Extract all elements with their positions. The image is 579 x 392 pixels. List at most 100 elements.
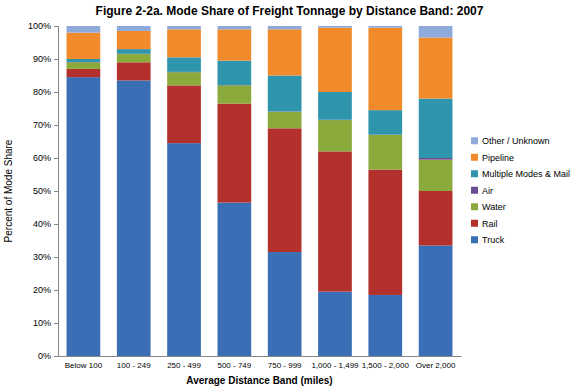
bar-segment: [167, 143, 201, 356]
x-tick: 250 - 499: [167, 356, 201, 370]
x-tick-label: Over 2,000: [416, 361, 456, 370]
y-tick-label: 0%: [38, 351, 51, 361]
bar-segment: [368, 135, 402, 170]
y-tick: 70%: [33, 120, 58, 130]
bar-segment: [117, 54, 151, 62]
y-tick: 50%: [33, 186, 58, 196]
bar-segment: [167, 29, 201, 57]
series-bars: [67, 28, 453, 111]
x-axis-title: Average Distance Band (miles): [186, 375, 332, 386]
y-tick-label: 100%: [28, 21, 51, 31]
y-tick-mark: [54, 191, 58, 192]
bar-segment: [419, 191, 453, 245]
bar-segment: [419, 158, 453, 160]
legend-swatch: [471, 187, 478, 194]
y-tick: 60%: [33, 153, 58, 163]
bar-segment: [419, 26, 453, 38]
bar-segment: [318, 292, 352, 356]
y-tick: 20%: [33, 285, 58, 295]
y-tick: 10%: [33, 318, 58, 328]
y-tick-mark: [54, 257, 58, 258]
bar-segment: [67, 26, 101, 33]
bar-segment: [167, 72, 201, 85]
bar-segment: [268, 26, 302, 29]
y-tick-mark: [54, 26, 58, 27]
y-axis-title: Percent of Mode Share: [3, 139, 14, 242]
x-tick-label: 750 - 999: [268, 361, 302, 370]
legend-label: Water: [482, 202, 506, 212]
legend-swatch: [471, 137, 478, 144]
bar-segment: [67, 59, 101, 62]
x-tick-label: 1,000 - 1,499: [311, 361, 359, 370]
legend-item: Air: [471, 186, 493, 196]
bar-segment: [217, 26, 251, 29]
plot-area: 0% 10% 20% 30% 40% 50% 60% 70% 80% 90% 100% Below 1…: [28, 21, 462, 369]
bar-segment: [268, 128, 302, 252]
bar-segment: [318, 120, 352, 151]
bar-segment: [318, 26, 352, 28]
bar-segment: [268, 29, 302, 75]
x-axis-line: [59, 356, 462, 357]
y-tick-mark: [54, 290, 58, 291]
legend-item: Multiple Modes & Mail: [471, 169, 570, 179]
bar-segment: [117, 80, 151, 356]
y-tick-label: 30%: [33, 252, 51, 262]
bar-segment: [268, 112, 302, 129]
y-tick-label: 40%: [33, 219, 51, 229]
bar-segment: [217, 203, 251, 356]
bar-segment: [117, 62, 151, 80]
y-tick-mark: [54, 92, 58, 93]
bar-segment: [167, 26, 201, 29]
bar-segment: [368, 28, 402, 111]
bar-segment: [368, 26, 402, 28]
y-tick: 90%: [33, 54, 58, 64]
chart: 0% 10% 20% 30% 40% 50% 60% 70% 80% 90% 100% Below 1…: [0, 0, 579, 392]
bar-segment: [167, 57, 201, 72]
bar-segment: [419, 99, 453, 158]
series-bars: [67, 26, 453, 38]
bar-segment: [167, 85, 201, 143]
chart-title: Figure 2-2a. Mode Share of Freight Tonna…: [96, 4, 484, 18]
y-axis: 0% 10% 20% 30% 40% 50% 60% 70% 80% 90% 100%: [28, 21, 59, 361]
bar-segment: [419, 38, 453, 99]
x-tick: Over 2,000: [416, 356, 456, 370]
x-tick-label: 100 - 249: [117, 361, 151, 370]
y-axis-line: [54, 27, 59, 357]
x-tick-label: 250 - 499: [167, 361, 201, 370]
y-tick-label: 60%: [33, 153, 51, 163]
legend-item: Rail: [471, 219, 498, 229]
legend-item: Pipeline: [471, 153, 514, 163]
x-tick-label: Below 100: [65, 361, 103, 370]
x-tick: 750 - 999: [268, 356, 302, 370]
bar-segment: [67, 62, 101, 69]
bar-segment: [419, 245, 453, 356]
bar-segment: [268, 76, 302, 112]
x-tick: Below 100: [65, 356, 103, 370]
bars: [67, 26, 453, 356]
y-tick-mark: [54, 356, 58, 357]
y-tick-mark: [54, 323, 58, 324]
bar-segment: [318, 92, 352, 120]
legend-label: Other / Unknown: [482, 136, 550, 146]
bar-segment: [67, 77, 101, 356]
x-tick: 500 - 749: [217, 356, 251, 370]
y-tick: 0%: [38, 351, 58, 361]
bar-segment: [268, 252, 302, 356]
y-tick-label: 70%: [33, 120, 51, 130]
x-axis: Below 100 100 - 249 250 - 499 500 - 749 750 …: [59, 356, 462, 370]
y-tick: 30%: [33, 252, 58, 262]
y-tick-label: 20%: [33, 285, 51, 295]
bar-segment: [67, 33, 101, 59]
bar-segment: [117, 49, 151, 54]
bar-segment: [368, 295, 402, 356]
x-tick: 1,000 - 1,499: [311, 356, 359, 370]
y-tick-label: 90%: [33, 54, 51, 64]
bar-segment: [117, 31, 151, 49]
legend-item: Truck: [471, 235, 505, 245]
bar-segment: [67, 69, 101, 77]
bar-segment: [217, 104, 251, 203]
bar-segment: [318, 151, 352, 291]
y-tick: 40%: [33, 219, 58, 229]
bar-segment: [368, 110, 402, 134]
y-tick-label: 80%: [33, 87, 51, 97]
